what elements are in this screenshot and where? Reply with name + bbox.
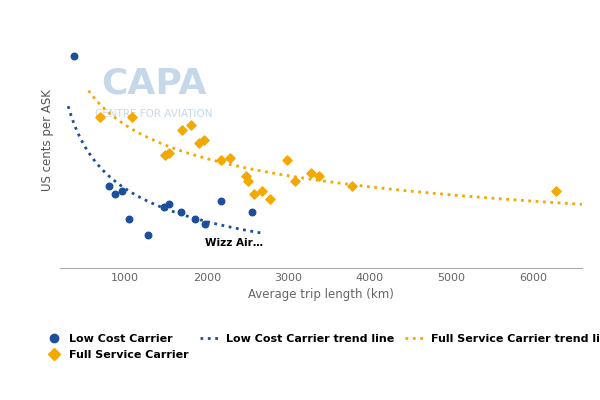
Point (290, 178, 300, 184)
Y-axis label: US cents per ASK: US cents per ASK (41, 89, 55, 191)
Point (200, 221, 210, 228)
Point (243, 178, 253, 184)
Point (266, 196, 275, 202)
X-axis label: Average trip length (km): Average trip length (km) (248, 288, 394, 302)
Point (250, 190, 259, 197)
Point (282, 157, 292, 164)
Point (160, 152, 170, 158)
Point (190, 216, 199, 222)
Point (95, 114, 105, 120)
Point (125, 216, 134, 222)
Point (164, 201, 174, 207)
Point (176, 208, 185, 215)
Point (69, 52, 79, 59)
Point (117, 188, 127, 194)
Text: CENTRE FOR AVIATION: CENTRE FOR AVIATION (95, 109, 213, 119)
Point (127, 114, 137, 120)
Point (164, 150, 174, 156)
Point (110, 190, 119, 197)
Text: CAPA: CAPA (101, 67, 207, 101)
Legend: Low Cost Carrier, Full Service Carrier, Low Cost Carrier trend line, Full Servic: Low Cost Carrier, Full Service Carrier, … (40, 330, 600, 364)
Point (225, 155, 235, 161)
Point (314, 173, 324, 179)
Point (217, 198, 226, 205)
Point (160, 203, 169, 210)
Point (186, 122, 196, 128)
Point (347, 183, 357, 189)
Point (247, 208, 256, 215)
Text: Wizz Air…: Wizz Air… (205, 238, 263, 248)
Point (178, 126, 187, 133)
Point (241, 173, 251, 179)
Point (217, 157, 226, 164)
Point (199, 137, 208, 143)
Point (104, 183, 114, 189)
Point (143, 232, 153, 238)
Point (257, 188, 267, 194)
Point (194, 139, 203, 146)
Point (551, 188, 560, 194)
Point (307, 170, 316, 176)
